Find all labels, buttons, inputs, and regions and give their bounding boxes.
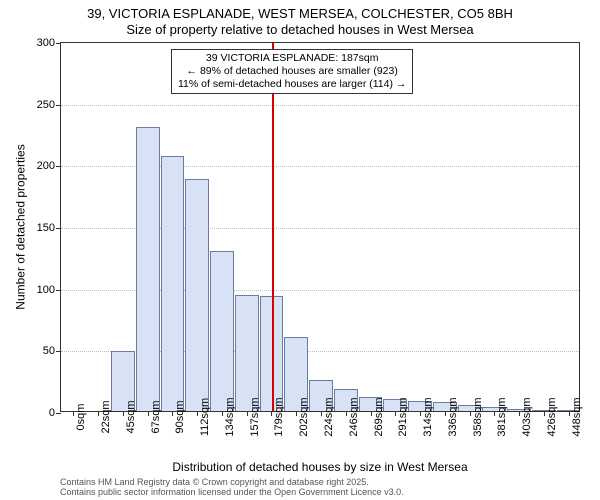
annotation-box: 39 VICTORIA ESPLANADE: 187sqm← 89% of de… bbox=[171, 49, 413, 94]
y-tick bbox=[56, 351, 61, 352]
y-tick bbox=[56, 413, 61, 414]
y-tick bbox=[56, 43, 61, 44]
histogram-bar bbox=[235, 295, 259, 411]
histogram-bar bbox=[136, 127, 160, 411]
x-tick-label: 448sqm bbox=[569, 397, 583, 436]
y-tick-label: 250 bbox=[37, 99, 55, 111]
property-size-chart: 39, VICTORIA ESPLANADE, WEST MERSEA, COL… bbox=[0, 0, 600, 500]
y-tick-label: 300 bbox=[37, 37, 55, 49]
y-tick-label: 0 bbox=[49, 407, 55, 419]
x-axis-label: Distribution of detached houses by size … bbox=[60, 460, 580, 474]
annotation-line: ← 89% of detached houses are smaller (92… bbox=[178, 65, 406, 78]
y-tick bbox=[56, 290, 61, 291]
y-tick-label: 200 bbox=[37, 160, 55, 172]
gridline bbox=[61, 105, 579, 106]
x-tick-label: 426sqm bbox=[544, 397, 558, 436]
plot-area: 0501001502002503000sqm22sqm45sqm67sqm90s… bbox=[60, 42, 580, 412]
x-tick-label: 381sqm bbox=[494, 397, 508, 436]
annotation-line: 39 VICTORIA ESPLANADE: 187sqm bbox=[178, 52, 406, 65]
chart-footer: Contains HM Land Registry data © Crown c… bbox=[60, 478, 580, 498]
x-tick-label: 134sqm bbox=[222, 397, 236, 436]
y-tick-label: 50 bbox=[43, 345, 55, 357]
property-marker-line bbox=[272, 43, 274, 411]
y-tick bbox=[56, 228, 61, 229]
histogram-bar bbox=[161, 156, 185, 411]
histogram-bar bbox=[185, 179, 209, 411]
x-tick-label: 358sqm bbox=[470, 397, 484, 436]
y-tick-label: 150 bbox=[37, 222, 55, 234]
y-tick-label: 100 bbox=[37, 284, 55, 296]
y-axis-label: Number of detached properties bbox=[12, 42, 30, 412]
x-tick-label: 336sqm bbox=[445, 397, 459, 436]
footer-line-2: Contains public sector information licen… bbox=[60, 488, 580, 498]
x-tick-label: 0sqm bbox=[73, 404, 87, 431]
histogram-bar bbox=[210, 251, 234, 411]
y-tick bbox=[56, 105, 61, 106]
y-tick bbox=[56, 166, 61, 167]
chart-title: 39, VICTORIA ESPLANADE, WEST MERSEA, COL… bbox=[0, 6, 600, 21]
chart-subtitle: Size of property relative to detached ho… bbox=[0, 22, 600, 37]
x-tick-label: 403sqm bbox=[519, 397, 533, 436]
annotation-line: 11% of semi-detached houses are larger (… bbox=[178, 78, 406, 91]
